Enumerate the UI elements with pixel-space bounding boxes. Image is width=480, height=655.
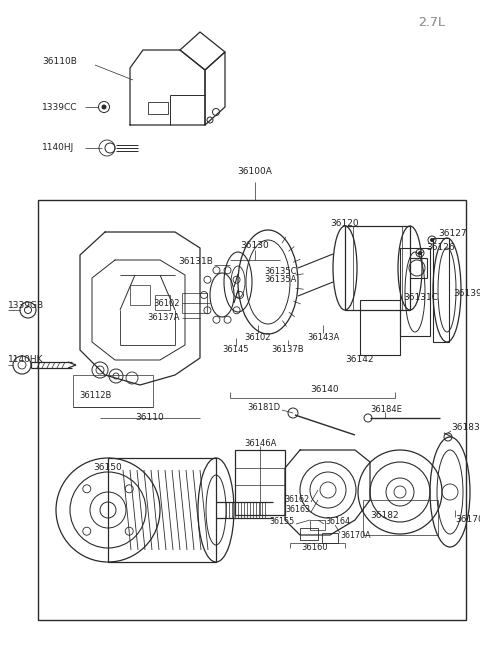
Text: 36127: 36127 [438, 229, 467, 238]
Text: 36170: 36170 [455, 515, 480, 525]
Text: 36126: 36126 [426, 244, 455, 252]
Text: 1339CC: 1339CC [42, 102, 77, 111]
Text: 2.7L: 2.7L [418, 16, 445, 29]
Text: 36164: 36164 [325, 517, 350, 527]
Bar [38, 200, 466, 620]
Text: 36131B: 36131B [178, 257, 213, 267]
Text: 36183: 36183 [451, 424, 480, 432]
Bar [310, 520, 325, 530]
Bar [400, 248, 430, 336]
Text: 36135A: 36135A [264, 276, 296, 284]
Bar [73, 375, 153, 407]
Text: 1339GB: 1339GB [8, 301, 44, 310]
Text: 36145: 36145 [223, 345, 249, 354]
Text: 36102: 36102 [245, 333, 271, 343]
Bar [363, 500, 438, 535]
Text: 36160: 36160 [302, 544, 328, 553]
Text: 36131C: 36131C [403, 293, 438, 303]
Text: 36110B: 36110B [42, 58, 77, 67]
Text: 36112B: 36112B [79, 390, 111, 400]
Text: 36146A: 36146A [244, 438, 276, 447]
Circle shape [102, 105, 106, 109]
Text: 36100A: 36100A [238, 168, 273, 176]
Bar [148, 102, 168, 114]
Text: 36110: 36110 [136, 413, 164, 422]
Bar [322, 533, 338, 543]
Text: 36130: 36130 [240, 240, 269, 250]
Text: 36182: 36182 [371, 510, 399, 519]
Text: 36137A: 36137A [147, 314, 180, 322]
Bar [360, 300, 400, 355]
Text: 36143A: 36143A [307, 333, 339, 343]
Bar [108, 458, 216, 562]
Text: 2.7L: 2.7L [418, 16, 445, 29]
Bar [235, 450, 285, 515]
Text: 36140: 36140 [311, 386, 339, 394]
Bar [300, 528, 318, 540]
Text: 1140HJ: 1140HJ [42, 143, 74, 153]
Text: 36102: 36102 [154, 299, 180, 307]
Text: 36181D: 36181D [247, 403, 280, 413]
Circle shape [419, 252, 421, 255]
Bar [130, 285, 150, 305]
Bar [345, 226, 410, 310]
Bar [182, 293, 207, 313]
Bar [433, 238, 449, 342]
Text: 36150: 36150 [94, 464, 122, 472]
Circle shape [431, 238, 433, 242]
Text: 36142: 36142 [346, 356, 374, 364]
Text: 36163: 36163 [285, 506, 310, 514]
Text: 36170A: 36170A [340, 531, 371, 540]
Text: 36120: 36120 [331, 219, 360, 227]
Text: 1140HK: 1140HK [8, 356, 44, 364]
Bar [155, 295, 170, 310]
Text: 36137B: 36137B [272, 345, 304, 354]
Text: 36155: 36155 [270, 517, 295, 527]
Text: 36135C: 36135C [264, 267, 297, 276]
Text: 36139: 36139 [453, 288, 480, 297]
Text: 36184E: 36184E [370, 405, 402, 415]
Text: 36162: 36162 [285, 495, 310, 504]
